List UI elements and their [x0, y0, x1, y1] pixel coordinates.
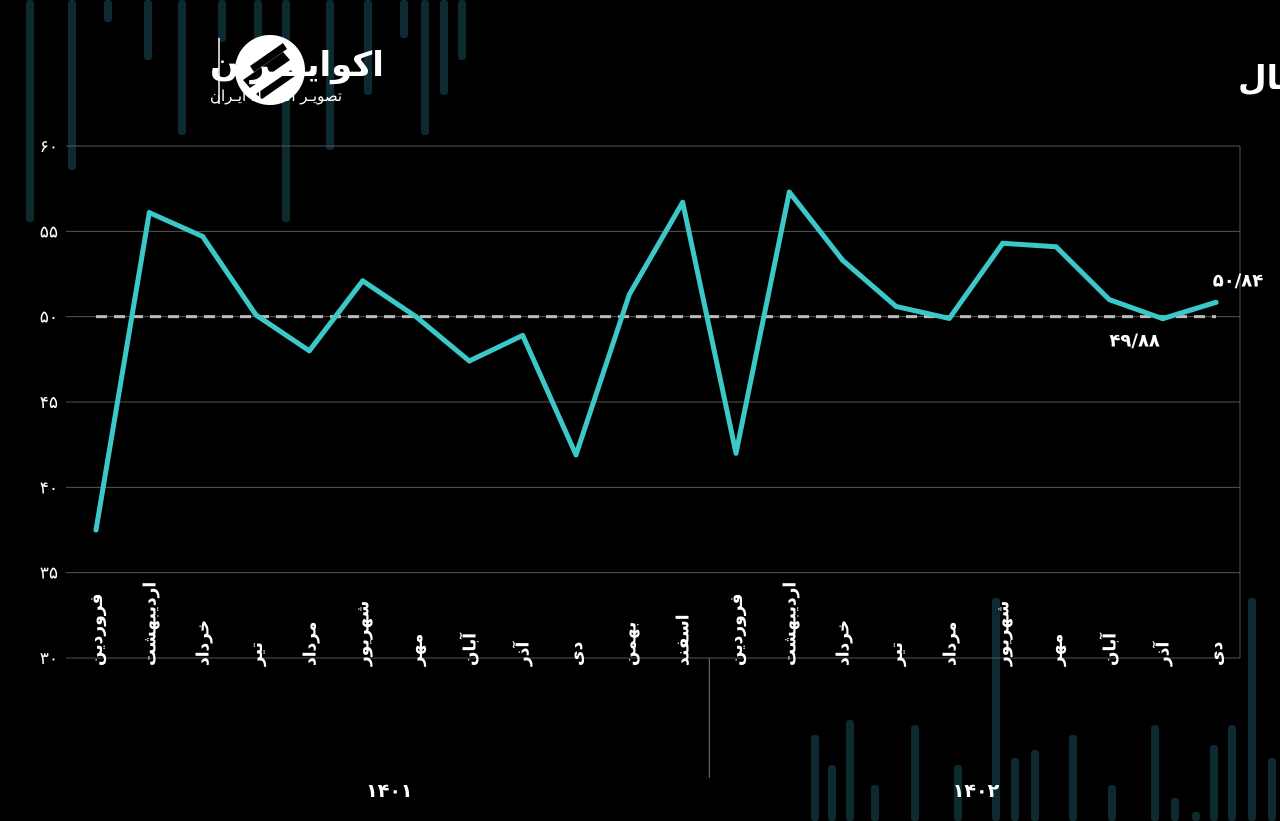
x-tick-label: تیر [247, 642, 267, 667]
data-label: ۴۹/۸۸ [1109, 331, 1160, 352]
logo: اکوایـــران تصویـر اقتصـاد ایـران [210, 35, 384, 105]
data-point [946, 315, 952, 321]
grid [66, 145, 1241, 659]
data-point [573, 452, 579, 458]
decor-bar [458, 0, 466, 60]
decor-bar [326, 0, 334, 150]
x-tick-label: دی [1207, 641, 1227, 666]
decor-bar [218, 0, 226, 42]
x-tick-label: فروردین [87, 594, 107, 666]
x-tick-label: بهمن [620, 622, 640, 666]
series-line [93, 189, 1219, 533]
data-point [413, 314, 419, 320]
data-point [1000, 240, 1006, 246]
x-tick-label: شهریور [354, 601, 374, 667]
decor-bar [421, 0, 429, 135]
data-point [93, 527, 99, 533]
decor-bar [1069, 735, 1077, 821]
decor-bar [954, 765, 962, 821]
data-point [680, 199, 686, 205]
decor-bar [1248, 598, 1256, 821]
decor-bar [68, 0, 76, 170]
decor-bar [1011, 758, 1019, 821]
data-point [360, 278, 366, 284]
decor-bar [1108, 785, 1116, 821]
x-tick-label: آبان [1098, 632, 1120, 666]
year-group-label: ۱۴۰۱ [366, 780, 412, 802]
decor-bar [811, 735, 819, 821]
data-point [306, 348, 312, 354]
y-tick-label: ۴۵ [40, 393, 58, 413]
x-tick-label: دی [567, 641, 587, 666]
data-point [786, 189, 792, 195]
annotations: ۵۰/۸۴ ۴۹/۸۸ [93, 189, 1264, 533]
data-point [1160, 316, 1166, 322]
data-point [466, 358, 472, 364]
decor-bar [1268, 758, 1276, 821]
data-point [626, 291, 632, 297]
x-tick-label: آبان [458, 632, 480, 666]
decor-bar [1031, 750, 1039, 821]
decor-bar [282, 0, 290, 222]
y-tick-label: ۴۰ [40, 478, 58, 498]
x-tick-label: آذر [512, 640, 534, 667]
decor-bar [440, 0, 448, 95]
y-axis: ۳۰ ۳۵ ۴۰ ۴۵ ۵۰ ۵۵ ۶۰ [40, 137, 58, 669]
decor-bar [26, 0, 34, 222]
data-label: ۵۰/۸۴ [1213, 270, 1264, 291]
x-tick-label: خرداد [194, 620, 214, 666]
decor-bar [871, 785, 879, 821]
logo-mark-icon [235, 35, 305, 105]
x-tick-label: مهر [1047, 634, 1067, 667]
decor-bar [1192, 812, 1200, 821]
x-tick-label: فروردین [727, 594, 747, 666]
x-tick-label: اسفند [674, 614, 694, 666]
data-point [1053, 244, 1059, 250]
x-tick-label: خرداد [834, 620, 854, 666]
data-point [520, 332, 526, 338]
x-tick-label: شهریور [994, 601, 1014, 667]
decor-bar [1151, 725, 1159, 821]
chart-title: شامخ کل اقتصاد از فروردین سال ۱۴۰۱ تا دی… [1238, 58, 1280, 98]
x-tick-label: اردیبهشت [140, 582, 160, 666]
y-tick-label: ۳۵ [40, 564, 58, 584]
y-tick-label: ۵۵ [40, 222, 58, 242]
decor-bar [364, 0, 372, 95]
decor-bar [104, 0, 112, 22]
data-point [146, 210, 152, 216]
decor-bar [911, 725, 919, 821]
x-tick-label: مرداد [940, 622, 960, 666]
data-point [893, 303, 899, 309]
y-tick-label: ۶۰ [40, 137, 58, 157]
x-tick-label: آذر [1152, 640, 1174, 667]
decor-bar [828, 765, 836, 821]
x-tick-label: مرداد [300, 622, 320, 666]
decor-bar [846, 720, 854, 821]
data-point [1213, 299, 1219, 305]
decor-bar [1210, 745, 1218, 821]
y-tick-label: ۳۰ [40, 649, 58, 669]
decor-bar [400, 0, 408, 38]
x-axis: فروردین اردیبهشت خرداد تیر مرداد شهریور مهر آبا… [87, 582, 1227, 667]
logo-name: اکوایـــران [210, 45, 384, 85]
data-point [200, 233, 206, 239]
background-decoration [26, 0, 1276, 821]
x-tick-label: مهر [407, 634, 427, 667]
decor-bar [1228, 725, 1236, 821]
decor-bar [178, 0, 186, 135]
data-point [840, 257, 846, 263]
y-tick-label: ۵۰ [40, 308, 58, 328]
year-group-label: ۱۴۰۲ [953, 780, 1000, 802]
x-tick-label: تیر [887, 642, 907, 667]
data-point [733, 450, 739, 456]
decor-bar [992, 598, 1000, 821]
year-groups: ۱۴۰۱ ۱۴۰۲ [366, 658, 1000, 802]
data-point [1106, 297, 1112, 303]
decor-bar [144, 0, 152, 60]
logo-tagline: تصویـر اقتصـاد ایـران [210, 87, 342, 105]
x-tick-label: اردیبهشت [780, 582, 800, 666]
decor-bar [1171, 798, 1179, 821]
data-point [253, 312, 259, 318]
